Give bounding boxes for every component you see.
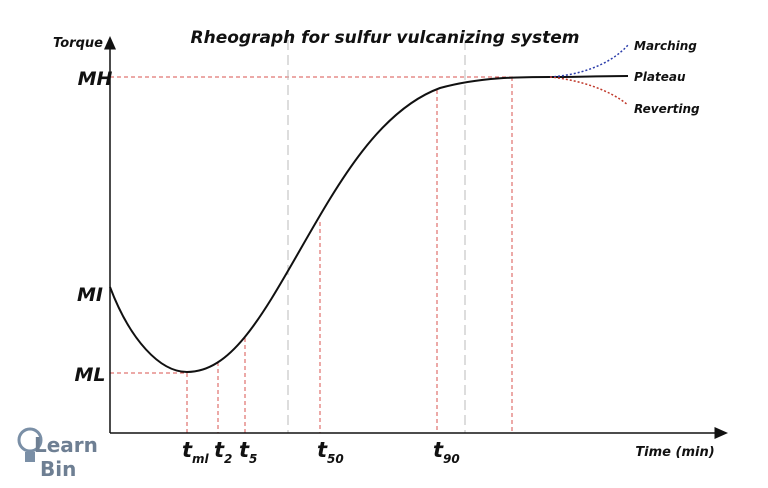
time-marker: t2 (214, 438, 232, 466)
level-label: ML (74, 364, 105, 386)
x-axis-label: Time (min) (635, 445, 714, 460)
time-marker: t5 (239, 438, 257, 466)
time-marker: tml (182, 438, 210, 466)
region-lines (287, 40, 466, 433)
reverting-curve (549, 76, 629, 106)
marker-main: t (239, 438, 250, 462)
marker-sub: ml (192, 452, 210, 466)
time-markers: tml t2 t5 t50 t90 (182, 438, 460, 466)
cure-curve (109, 75, 629, 374)
time-marker: t50 (317, 438, 344, 466)
y-axis-label: Torque (53, 36, 103, 51)
marker-sub: 90 (443, 452, 460, 466)
marker-main: t (214, 438, 225, 462)
level-label: MI (77, 284, 103, 306)
marching-curve (549, 44, 629, 78)
curve-label: Plateau (634, 70, 686, 84)
marker-main: t (317, 438, 328, 462)
marker-sub: 5 (249, 452, 257, 466)
curve-label: Reverting (634, 102, 700, 116)
logo-text: Bin (40, 457, 76, 481)
logo: Learn Bin (17, 427, 98, 481)
guide-lines (110, 76, 550, 433)
marker-main: t (182, 438, 193, 462)
logo-text: Learn (34, 433, 98, 457)
title: Rheograph for sulfur vulcanizing system (191, 28, 580, 48)
level-label: MH (78, 68, 113, 90)
marker-sub: 50 (327, 452, 344, 466)
curve-label: Marching (634, 39, 697, 53)
time-marker: t90 (433, 438, 460, 466)
marker-sub: 2 (224, 452, 232, 466)
marker-main: t (433, 438, 444, 462)
